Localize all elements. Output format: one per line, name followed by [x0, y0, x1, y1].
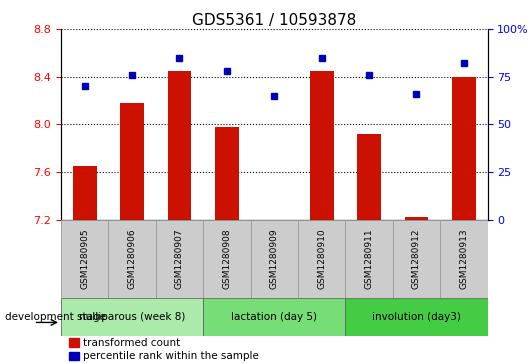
Bar	[251, 220, 298, 298]
Bar	[298, 220, 346, 298]
Bar	[69, 351, 79, 360]
Bar	[310, 71, 333, 220]
Bar	[393, 220, 440, 298]
Text: GSM1280905: GSM1280905	[80, 228, 89, 289]
Text: GSM1280912: GSM1280912	[412, 228, 421, 289]
Text: percentile rank within the sample: percentile rank within the sample	[83, 351, 259, 361]
Text: lactation (day 5): lactation (day 5)	[231, 312, 317, 322]
Bar	[120, 103, 144, 220]
Bar	[167, 71, 191, 220]
Bar	[346, 220, 393, 298]
Bar	[203, 298, 346, 336]
Text: GSM1280910: GSM1280910	[317, 228, 326, 289]
Bar	[440, 220, 488, 298]
Text: GSM1280913: GSM1280913	[460, 228, 469, 289]
Bar	[69, 338, 79, 347]
Bar	[73, 166, 96, 220]
Text: transformed count: transformed count	[83, 338, 180, 348]
Text: GSM1280906: GSM1280906	[128, 228, 137, 289]
Bar	[215, 127, 238, 220]
Bar	[357, 134, 381, 220]
Bar	[108, 220, 156, 298]
Text: development stage: development stage	[5, 312, 107, 322]
Bar	[61, 298, 203, 336]
Bar	[156, 220, 203, 298]
Text: nulliparous (week 8): nulliparous (week 8)	[79, 312, 186, 322]
Bar	[346, 298, 488, 336]
Text: GSM1280907: GSM1280907	[175, 228, 184, 289]
Text: GSM1280909: GSM1280909	[270, 228, 279, 289]
Text: GSM1280911: GSM1280911	[365, 228, 374, 289]
Text: involution (day3): involution (day3)	[372, 312, 461, 322]
Text: GSM1280908: GSM1280908	[223, 228, 232, 289]
Bar	[61, 220, 108, 298]
Bar	[452, 77, 476, 220]
Bar	[203, 220, 251, 298]
Title: GDS5361 / 10593878: GDS5361 / 10593878	[192, 13, 356, 28]
Bar	[404, 217, 428, 220]
